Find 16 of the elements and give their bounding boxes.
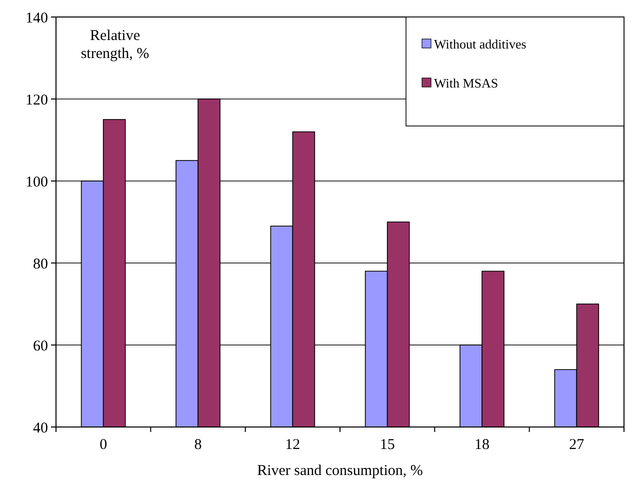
y-tick-label: 100 bbox=[26, 174, 48, 190]
y-tick-label: 40 bbox=[33, 420, 48, 436]
x-tick-label: 18 bbox=[474, 437, 490, 453]
y-tick-label: 80 bbox=[33, 256, 48, 272]
y-tick-label: 120 bbox=[26, 92, 48, 108]
x-axis-title: River sand consumption, % bbox=[257, 463, 423, 479]
x-tick-label: 15 bbox=[380, 437, 395, 453]
legend-label: With MSAS bbox=[434, 76, 498, 91]
x-tick-label: 12 bbox=[285, 437, 300, 453]
y-tick-label: 140 bbox=[26, 10, 48, 26]
x-tick-label: 0 bbox=[100, 437, 108, 453]
x-tick-label: 8 bbox=[194, 437, 202, 453]
y-axis-title: Relative strength, % bbox=[80, 28, 150, 62]
legend-label: Without additives bbox=[434, 36, 526, 52]
x-tick-label: 27 bbox=[569, 437, 585, 453]
y-tick-label: 60 bbox=[33, 338, 48, 354]
